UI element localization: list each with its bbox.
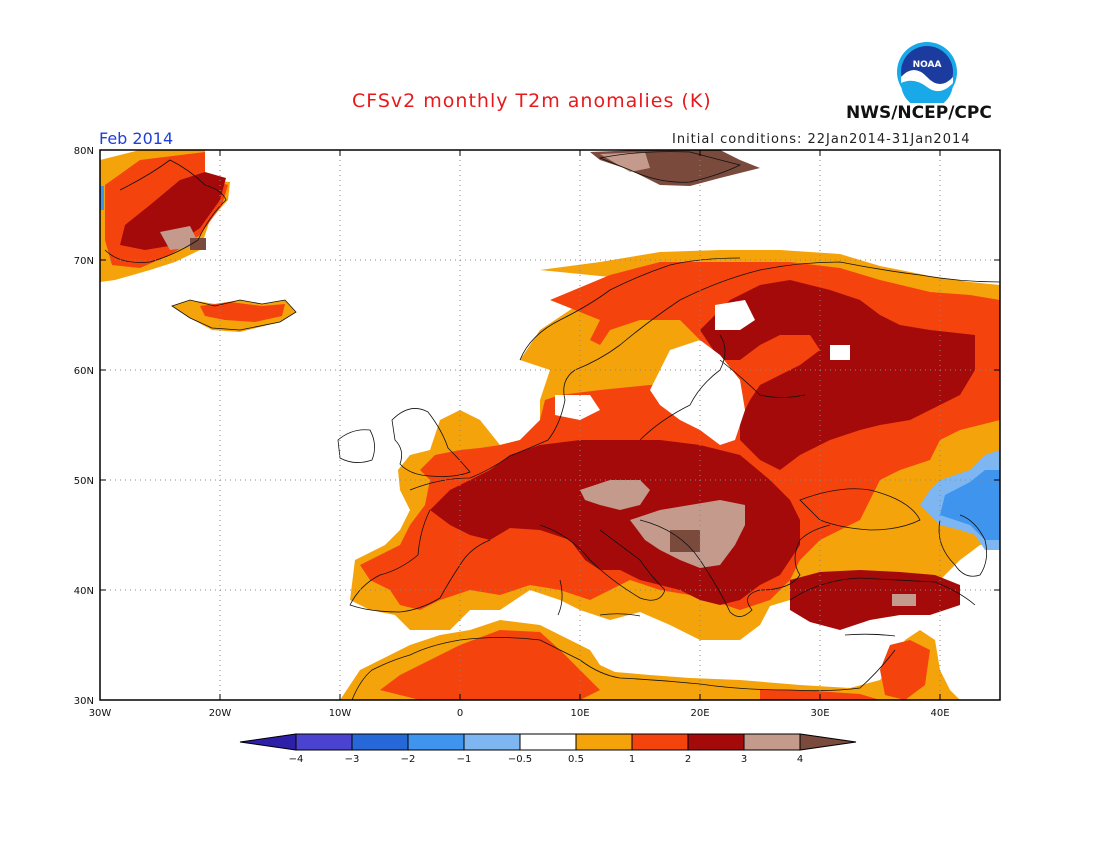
colorbar-swatch	[631, 733, 689, 751]
colorbar-swatch	[687, 733, 745, 751]
colorbar-tick-label: 1	[629, 754, 635, 765]
colorbar-tick-label: −2	[401, 754, 416, 765]
coastlines	[104, 151, 1000, 700]
lat-tick-label: 80N	[74, 146, 94, 157]
colorbar-lower-arrow	[239, 733, 297, 751]
colorbar-tick-label: −1	[457, 754, 472, 765]
map-frame	[99, 149, 1001, 701]
colorbar: −4 −3 −2 −1 −0.5 0.5 1 2 3 4	[239, 733, 857, 765]
colorbar-swatch	[463, 733, 521, 751]
lon-tick-label: 30E	[810, 708, 829, 719]
colorbar-tick-label: −0.5	[508, 754, 532, 765]
colorbar-swatch	[519, 733, 577, 751]
tick-marks	[99, 149, 1000, 701]
colorbar-tick-label: 4	[797, 754, 803, 765]
lat-tick-label: 70N	[74, 256, 94, 267]
colorbar-swatch	[295, 733, 353, 751]
colorbar-tick-label: −4	[289, 754, 304, 765]
colorbar-swatch	[743, 733, 801, 751]
colorbar-tick-label: 3	[741, 754, 747, 765]
forecast-month-label: Feb 2014	[99, 129, 174, 148]
noaa-logo-text: NOAA	[913, 60, 942, 70]
colorbar-swatch	[407, 733, 465, 751]
colorbar-upper-arrow	[799, 733, 857, 751]
gridlines	[100, 150, 1000, 700]
agency-label: NWS/NCEP/CPC	[846, 103, 992, 123]
lon-tick-label: 40E	[930, 708, 949, 719]
lat-tick-label: 50N	[74, 476, 94, 487]
lon-tick-label: 20E	[690, 708, 709, 719]
colorbar-swatch	[351, 733, 409, 751]
lat-tick-label: 60N	[74, 366, 94, 377]
lon-tick-label: 10E	[570, 708, 589, 719]
colorbar-tick-label: 0.5	[568, 754, 584, 765]
anomaly-shading	[100, 150, 1000, 700]
lat-tick-label: 40N	[74, 586, 94, 597]
latitude-labels: 80N 70N 60N 50N 40N 30N	[74, 146, 94, 707]
colorbar-swatch	[575, 733, 633, 751]
chart-title: CFSv2 monthly T2m anomalies (K)	[352, 90, 712, 112]
noaa-logo: NOAA	[897, 42, 957, 103]
lat-tick-label: 30N	[74, 696, 94, 707]
lon-tick-label: 30W	[89, 708, 112, 719]
longitude-labels: 30W 20W 10W 0 10E 20E 30E 40E	[89, 708, 950, 719]
colorbar-tick-label: 2	[685, 754, 691, 765]
lon-tick-label: 20W	[209, 708, 232, 719]
lon-tick-label: 0	[457, 708, 463, 719]
lon-tick-label: 10W	[329, 708, 352, 719]
colorbar-tick-label: −3	[345, 754, 360, 765]
initial-conditions-label: Initial conditions: 22Jan2014-31Jan2014	[672, 132, 971, 147]
